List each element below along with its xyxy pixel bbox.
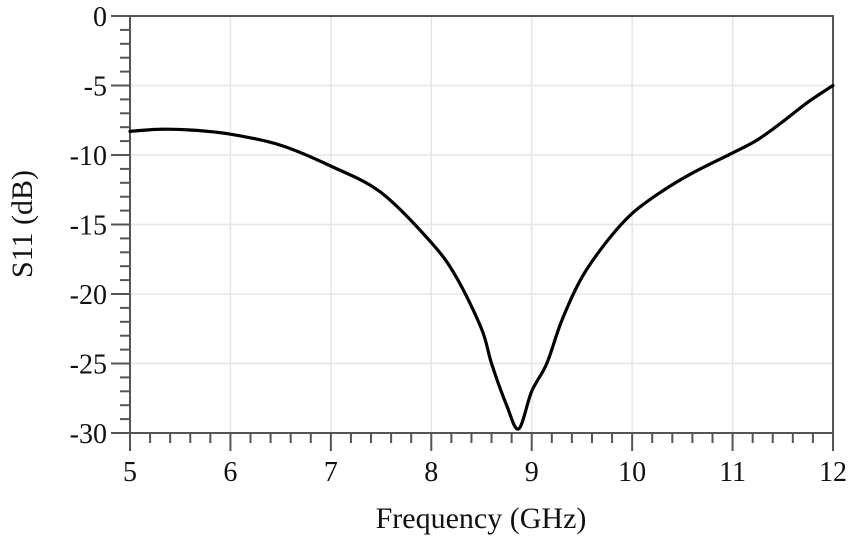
x-tick-label: 6 xyxy=(223,457,237,488)
x-tick-label: 10 xyxy=(618,457,646,488)
x-tick-label: 12 xyxy=(819,457,847,488)
y-tick-label: 0 xyxy=(93,2,107,33)
y-tick-label: -25 xyxy=(70,350,107,381)
x-tick-labels: 5 6 7 8 9 10 11 12 xyxy=(123,457,847,488)
y-tick-label: -15 xyxy=(70,211,107,242)
x-tick-label: 11 xyxy=(719,457,746,488)
x-tick-label: 7 xyxy=(324,457,338,488)
x-tick-label: 9 xyxy=(525,457,539,488)
x-tick-label: 8 xyxy=(424,457,438,488)
grid-lines xyxy=(130,16,833,433)
y-tick-label: -20 xyxy=(70,280,107,311)
y-tick-labels: 0 -5 -10 -15 -20 -25 -30 xyxy=(70,2,107,450)
axis-ticks xyxy=(111,15,834,451)
y-tick-label: -5 xyxy=(84,72,107,103)
y-tick-label: -10 xyxy=(70,141,107,172)
x-tick-label: 5 xyxy=(123,457,137,488)
x-axis-title: Frequency (GHz) xyxy=(376,502,587,535)
y-tick-label: -30 xyxy=(70,419,107,450)
s11-curve xyxy=(128,83,835,431)
y-axis-title: S11 (dB) xyxy=(6,170,39,278)
